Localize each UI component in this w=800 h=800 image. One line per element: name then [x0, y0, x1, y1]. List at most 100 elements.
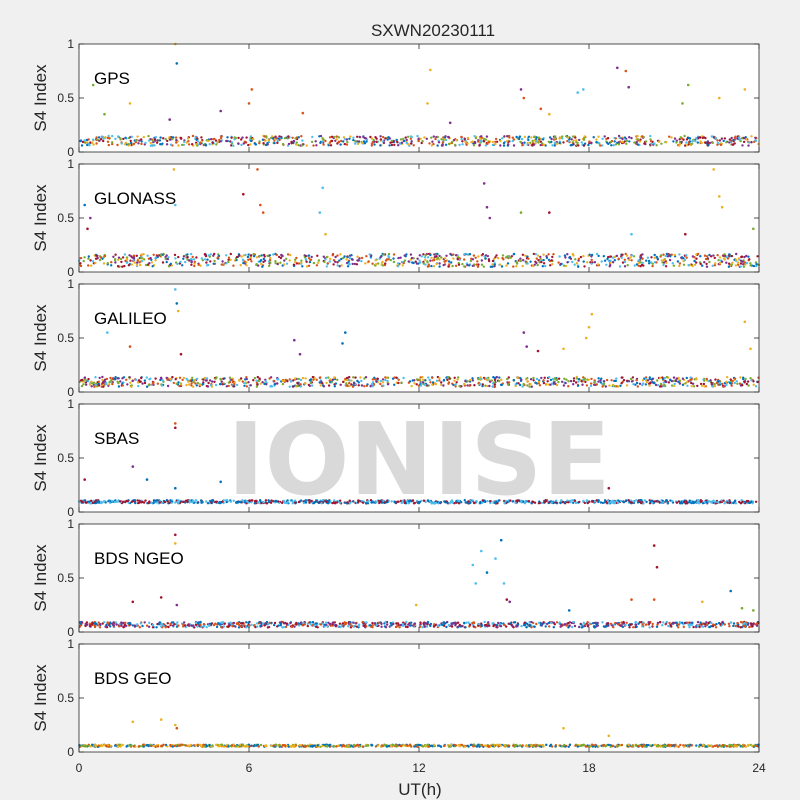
- noise-dot: [174, 257, 177, 260]
- noise-dot: [454, 621, 457, 624]
- noise-dot: [538, 384, 542, 387]
- noise-dot: [151, 626, 155, 629]
- noise-dot: [710, 383, 713, 386]
- noise-dot: [319, 376, 322, 379]
- noise-dot: [606, 141, 609, 144]
- noise-dot: [371, 501, 375, 504]
- noise-dot: [705, 621, 708, 624]
- noise-dot: [610, 144, 613, 147]
- noise-dot: [618, 265, 622, 268]
- noise-dot: [657, 140, 661, 143]
- noise-dot: [511, 136, 514, 139]
- noise-dot: [225, 262, 228, 265]
- noise-dot: [315, 264, 319, 267]
- noise-dot: [414, 260, 417, 263]
- noise-dot: [186, 137, 190, 140]
- noise-dot: [701, 384, 704, 387]
- noise-dot: [174, 501, 177, 504]
- noise-dot: [569, 379, 573, 383]
- noise-dot: [379, 500, 382, 503]
- noise-dot: [639, 138, 642, 141]
- noise-dot: [690, 381, 693, 385]
- noise-dot: [595, 623, 599, 626]
- noise-dot: [321, 137, 324, 140]
- noise-dot: [174, 136, 178, 139]
- noise-dot: [83, 139, 87, 142]
- noise-dot: [691, 264, 694, 268]
- noise-dot: [602, 625, 606, 628]
- noise-dot: [704, 141, 707, 144]
- noise-dot: [89, 264, 93, 267]
- data-point: [607, 486, 611, 490]
- noise-dot: [424, 379, 427, 382]
- noise-dot: [650, 499, 654, 502]
- noise-dot: [552, 253, 555, 256]
- noise-dot: [208, 255, 211, 258]
- noise-dot: [256, 375, 259, 379]
- noise-dot: [193, 378, 196, 382]
- data-point: [749, 347, 752, 351]
- noise-dot: [673, 137, 677, 140]
- noise-dot: [174, 378, 177, 381]
- noise-dot: [330, 139, 334, 143]
- y-tick-label: 1: [67, 277, 74, 291]
- noise-dot: [343, 142, 346, 146]
- noise-dot: [159, 143, 162, 146]
- noise-dot: [468, 264, 471, 267]
- noise-dot: [741, 144, 744, 147]
- noise-dot: [634, 621, 637, 624]
- noise-dot: [625, 139, 628, 143]
- noise-dot: [609, 622, 613, 625]
- noise-dot: [182, 376, 186, 380]
- noise-dot: [438, 376, 441, 380]
- noise-dot: [722, 254, 725, 257]
- noise-dot: [469, 259, 473, 263]
- noise-dot: [127, 142, 130, 146]
- noise-dot: [727, 265, 731, 268]
- noise-dot: [456, 258, 459, 261]
- noise-dot: [604, 385, 607, 388]
- noise-dot: [503, 135, 506, 138]
- noise-dot: [336, 142, 339, 145]
- noise-dot: [633, 141, 636, 144]
- noise-dot: [732, 501, 735, 505]
- noise-dot: [124, 141, 128, 144]
- noise-dot: [535, 261, 538, 265]
- noise-dot: [93, 385, 96, 388]
- noise-dot: [329, 622, 332, 626]
- noise-dot: [330, 135, 334, 138]
- noise-dot: [155, 626, 158, 629]
- noise-dot: [725, 141, 728, 144]
- noise-dot: [606, 499, 610, 502]
- noise-dot: [732, 622, 736, 625]
- noise-dot: [410, 142, 413, 145]
- noise-dot: [307, 254, 311, 257]
- noise-dot: [79, 256, 83, 260]
- noise-dot: [348, 379, 351, 382]
- noise-dot: [405, 253, 408, 256]
- noise-dot: [565, 378, 568, 381]
- noise-dot: [315, 144, 318, 147]
- noise-dot: [255, 381, 259, 384]
- noise-dot: [249, 143, 252, 146]
- noise-dot: [630, 259, 633, 262]
- noise-dot: [755, 264, 758, 268]
- noise-dot: [728, 141, 731, 144]
- noise-dot: [268, 258, 272, 262]
- noise-dot: [114, 253, 117, 256]
- noise-dot: [212, 138, 215, 141]
- noise-dot: [214, 377, 217, 380]
- noise-dot: [309, 623, 312, 626]
- noise-dot: [407, 143, 410, 146]
- noise-dot: [491, 622, 494, 625]
- noise-dot: [286, 253, 290, 256]
- noise-dot: [593, 383, 596, 386]
- noise-dot: [518, 135, 522, 138]
- noise-dot: [116, 500, 119, 503]
- noise-dot: [524, 254, 527, 257]
- noise-dot: [84, 501, 87, 504]
- noise-dot: [692, 385, 696, 388]
- noise-dot: [177, 144, 180, 147]
- noise-dot: [685, 376, 688, 380]
